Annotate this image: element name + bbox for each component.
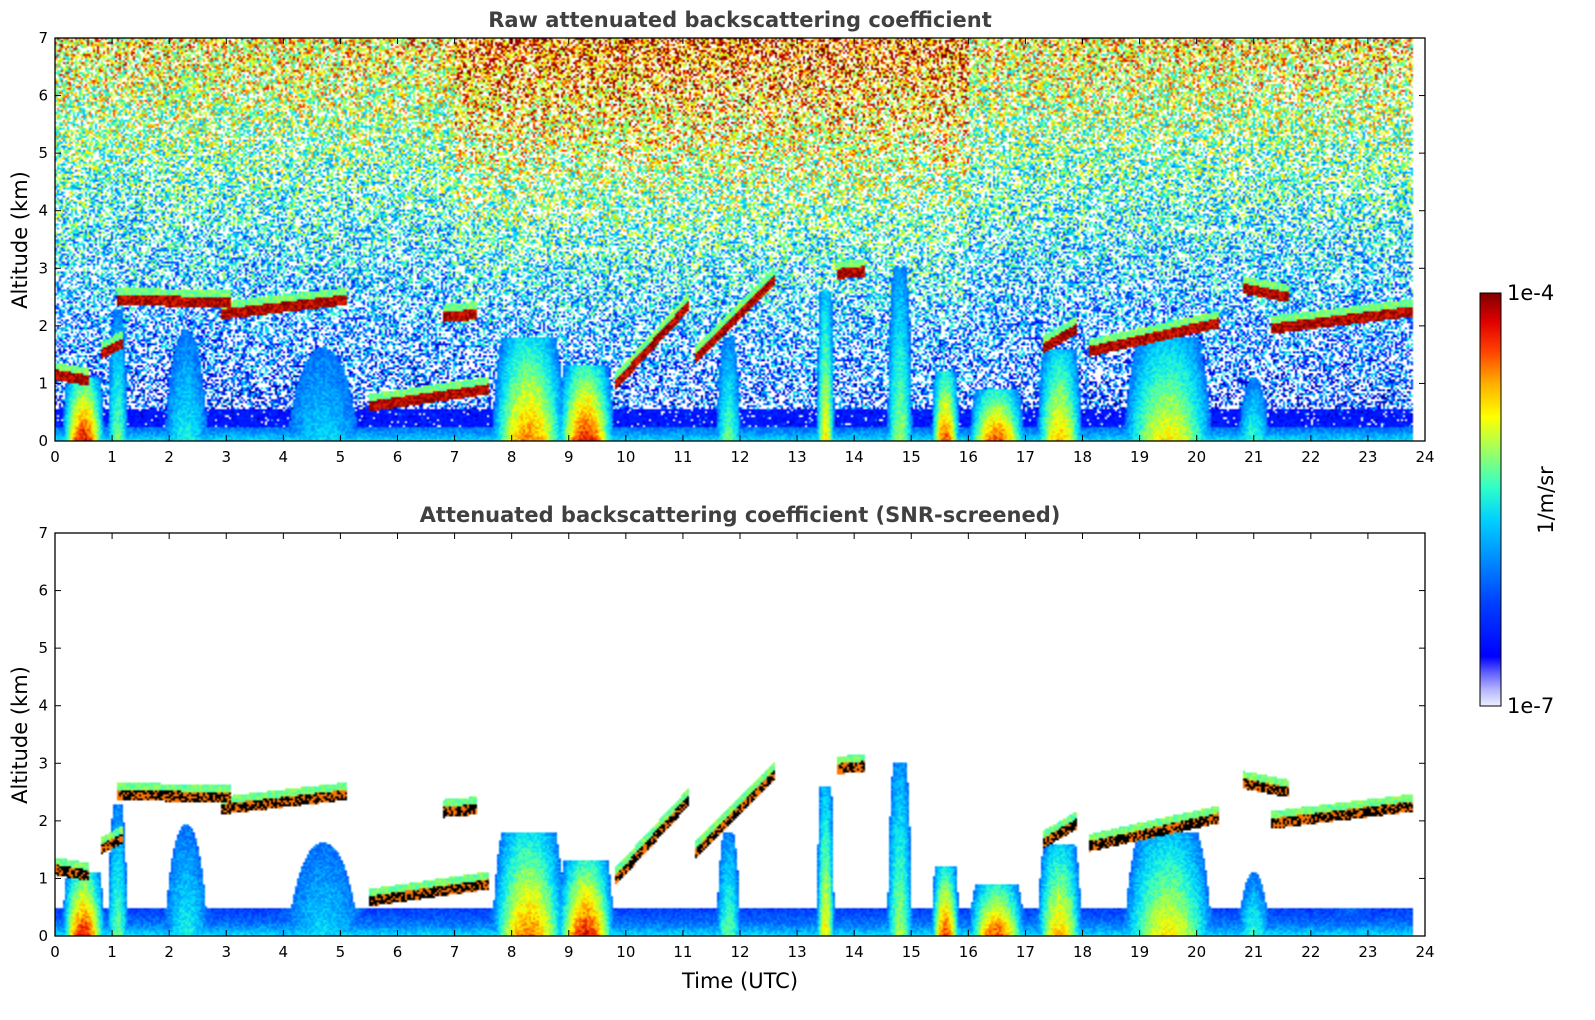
- x-tick-label: 9: [564, 448, 574, 466]
- x-tick-label: 1: [107, 943, 117, 961]
- x-tick-label: 13: [788, 448, 807, 466]
- y-tick-label: 4: [38, 697, 48, 715]
- x-tick-label: 7: [450, 448, 460, 466]
- x-tick-label: 6: [393, 943, 403, 961]
- x-tick-label: 16: [959, 943, 978, 961]
- x-tick-label: 17: [1016, 943, 1035, 961]
- colorbar-gradient: [1479, 292, 1502, 707]
- x-tick-label: 19: [1130, 943, 1149, 961]
- colorbar-unit-label: 1/m/sr: [1534, 466, 1558, 534]
- x-tick-label: 23: [1358, 448, 1377, 466]
- x-tick-label: 7: [450, 943, 460, 961]
- raw-backscatter-panel: Raw attenuated backscattering coefficien…: [8, 8, 1435, 466]
- x-tick-label: 10: [616, 448, 635, 466]
- x-tick-label: 21: [1244, 943, 1263, 961]
- x-tick-label: 18: [1073, 448, 1092, 466]
- x-tick-label: 8: [507, 448, 517, 466]
- x-tick-label: 5: [336, 448, 346, 466]
- x-tick-label: 10: [616, 943, 635, 961]
- x-tick-label: 20: [1187, 448, 1206, 466]
- x-tick-label: 14: [845, 448, 864, 466]
- x-tick-label: 2: [164, 448, 174, 466]
- x-tick-label: 9: [564, 943, 574, 961]
- colorbar-min-label: 1e-7: [1507, 694, 1554, 718]
- raw-backscatter-heatmap: [55, 38, 1425, 441]
- screened-y-axis-label: Altitude (km): [8, 666, 32, 804]
- x-tick-label: 11: [673, 943, 692, 961]
- x-tick-label: 23: [1358, 943, 1377, 961]
- raw-x-ticks: 0 1 2 3 4 5 6 7 8 9 10 11 12 13 14 15 16 17 18 19 20 21 22 23 24: [50, 38, 1435, 466]
- x-tick-label: 18: [1073, 943, 1092, 961]
- x-tick-label: 3: [221, 943, 231, 961]
- x-tick-label: 15: [902, 448, 921, 466]
- x-tick-label: 20: [1187, 943, 1206, 961]
- raw-panel-title: Raw attenuated backscattering coefficien…: [488, 8, 992, 32]
- x-tick-label: 16: [959, 448, 978, 466]
- x-tick-label: 24: [1415, 448, 1434, 466]
- y-tick-label: 3: [38, 754, 48, 772]
- x-axis-label: Time (UTC): [681, 969, 798, 993]
- x-tick-label: 6: [393, 448, 403, 466]
- x-tick-label: 4: [279, 943, 289, 961]
- y-tick-label: 1: [38, 869, 48, 887]
- y-tick-label: 3: [38, 259, 48, 277]
- x-tick-label: 24: [1415, 943, 1434, 961]
- y-tick-label: 6: [38, 582, 48, 600]
- colorbar: 1e-4 1e-7 1/m/sr: [1479, 281, 1558, 718]
- x-tick-label: 15: [902, 943, 921, 961]
- y-tick-label: 0: [38, 927, 48, 945]
- x-tick-label: 0: [50, 943, 60, 961]
- y-tick-label: 7: [38, 524, 48, 542]
- y-tick-label: 2: [38, 812, 48, 830]
- y-tick-label: 0: [38, 432, 48, 450]
- screened-backscatter-heatmap: [55, 533, 1425, 936]
- x-tick-label: 1: [107, 448, 117, 466]
- x-tick-label: 0: [50, 448, 60, 466]
- y-tick-label: 7: [38, 29, 48, 47]
- x-tick-label: 12: [730, 943, 749, 961]
- x-tick-label: 4: [279, 448, 289, 466]
- screened-y-ticks: 0 1 2 3 4 5 6 7: [38, 524, 1425, 945]
- y-tick-label: 5: [38, 144, 48, 162]
- x-tick-label: 22: [1301, 943, 1320, 961]
- x-tick-label: 8: [507, 943, 517, 961]
- y-tick-label: 4: [38, 202, 48, 220]
- x-tick-label: 17: [1016, 448, 1035, 466]
- x-tick-label: 5: [336, 943, 346, 961]
- y-tick-label: 6: [38, 87, 48, 105]
- colorbar-max-label: 1e-4: [1507, 281, 1554, 305]
- x-tick-label: 2: [164, 943, 174, 961]
- x-tick-label: 12: [730, 448, 749, 466]
- x-tick-label: 3: [221, 448, 231, 466]
- y-tick-label: 1: [38, 374, 48, 392]
- screened-panel-title: Attenuated backscattering coefficient (S…: [420, 503, 1061, 527]
- raw-y-axis-label: Altitude (km): [8, 171, 32, 309]
- x-tick-label: 21: [1244, 448, 1263, 466]
- x-tick-label: 22: [1301, 448, 1320, 466]
- x-tick-label: 11: [673, 448, 692, 466]
- raw-y-ticks: 0 1 2 3 4 5 6 7: [38, 29, 1425, 450]
- x-tick-label: 14: [845, 943, 864, 961]
- x-tick-label: 19: [1130, 448, 1149, 466]
- screened-backscatter-panel: Attenuated backscattering coefficient (S…: [8, 503, 1435, 993]
- y-tick-label: 5: [38, 639, 48, 657]
- screened-x-ticks: 0 1 2 3 4 5 6 7 8 9 10 11 12 13 14 15 16 17 18 19 20 21 22 23 24: [50, 533, 1435, 961]
- y-tick-label: 2: [38, 317, 48, 335]
- x-tick-label: 13: [788, 943, 807, 961]
